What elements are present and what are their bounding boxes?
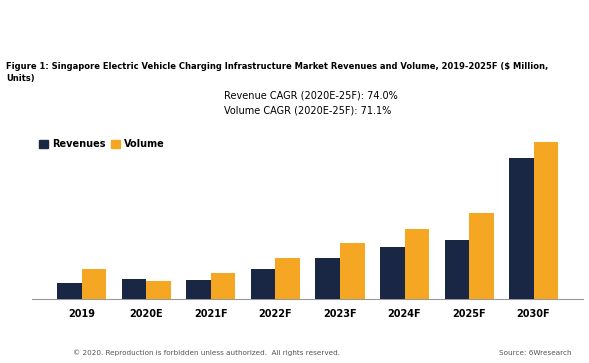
Bar: [211, 273, 236, 299]
Text: Source: 6Wresearch: Source: 6Wresearch: [499, 350, 571, 356]
Bar: [534, 142, 558, 299]
Bar: [469, 213, 494, 299]
Text: © 2020. Reproduction is forbidden unless authorized.  All rights reserved.: © 2020. Reproduction is forbidden unless…: [72, 350, 340, 356]
Bar: [122, 279, 147, 299]
Legend: Revenues, Volume: Revenues, Volume: [37, 137, 167, 151]
Bar: [509, 158, 534, 299]
Bar: [316, 258, 340, 299]
Bar: [340, 243, 365, 299]
Bar: [147, 281, 171, 299]
Bar: [276, 258, 300, 299]
Text: 6W: 6W: [536, 18, 561, 32]
Text: Singapore Electric Vehicle Charging Infrastructure
Market Overview: Singapore Electric Vehicle Charging Infr…: [11, 20, 428, 54]
Text: Revenue CAGR (2020E-25F): 74.0%
Volume CAGR (2020E-25F): 71.1%: Revenue CAGR (2020E-25F): 74.0% Volume C…: [224, 91, 398, 116]
Bar: [405, 229, 429, 299]
Text: research: research: [530, 50, 567, 59]
Bar: [82, 269, 107, 299]
Bar: [445, 240, 469, 299]
Bar: [58, 283, 82, 299]
Text: Figure 1: Singapore Electric Vehicle Charging Infrastructure Market Revenues and: Figure 1: Singapore Electric Vehicle Cha…: [6, 62, 548, 82]
Bar: [251, 269, 276, 299]
Bar: [187, 280, 211, 299]
Bar: [380, 247, 405, 299]
